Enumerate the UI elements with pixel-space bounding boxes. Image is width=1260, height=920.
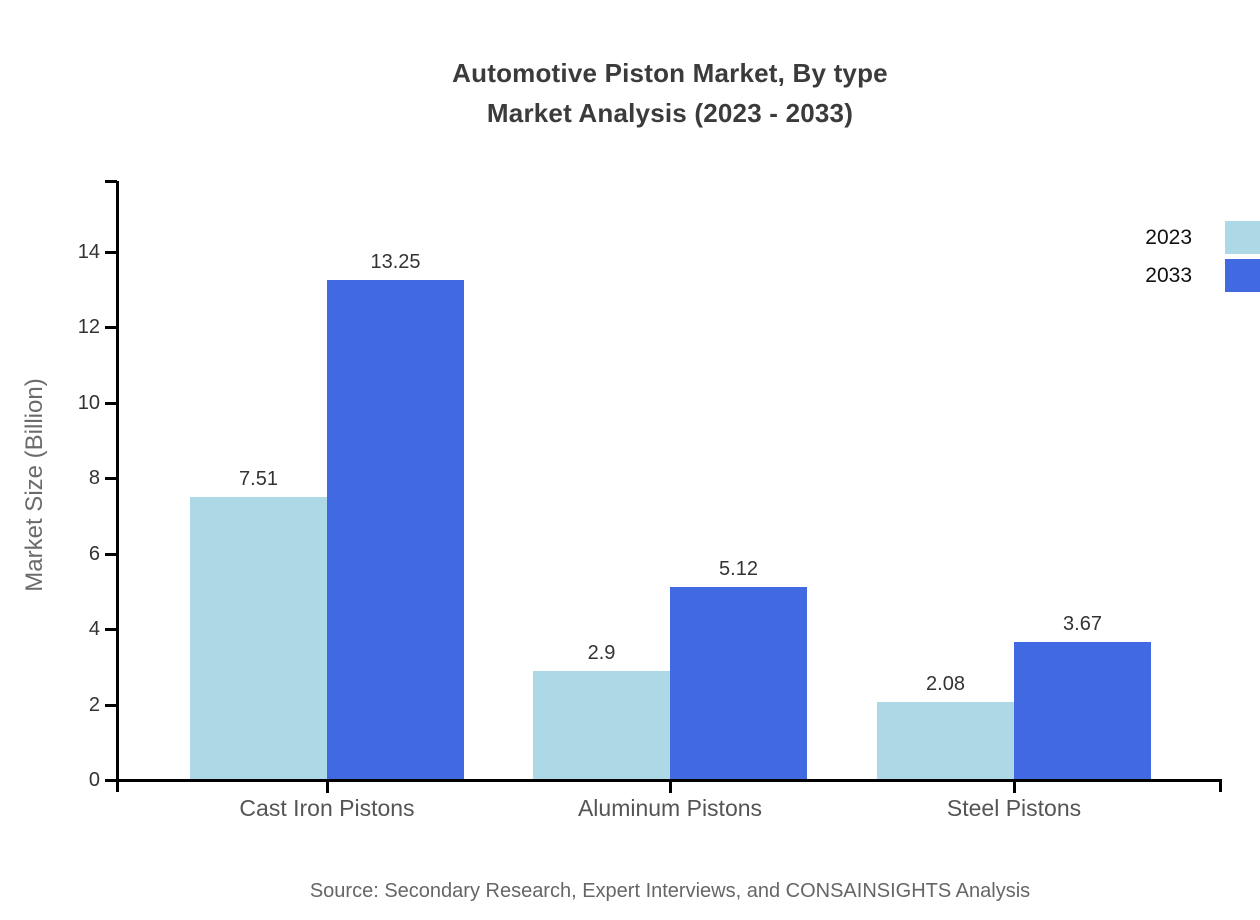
bar-value-label: 5.12 <box>719 557 758 580</box>
chart-title-line2: Market Analysis (2023 - 2033) <box>486 98 854 128</box>
y-tick <box>105 628 117 632</box>
y-tick-label: 0 <box>88 769 100 791</box>
y-axis-end-cap <box>105 180 117 183</box>
y-tick <box>105 779 117 782</box>
y-tick-label: 4 <box>88 618 100 641</box>
category-label: Aluminum Pistons <box>577 795 763 821</box>
y-tick <box>105 251 117 254</box>
y-tick <box>105 326 117 330</box>
x-tick <box>1013 780 1016 793</box>
chart-title-line1: Automotive Piston Market, By type <box>452 58 888 88</box>
y-tick-label: 12 <box>77 316 100 339</box>
category-label: Steel Pistons <box>946 795 1082 821</box>
legend-label-2033: 2033 <box>1145 264 1192 287</box>
bar-value-label: 13.25 <box>370 251 421 274</box>
chart-title: Automotive Piston Market, By type Market… <box>140 53 1200 133</box>
legend-label-2023: 2023 <box>1145 226 1192 249</box>
x-tick <box>326 780 329 793</box>
bar-value-label: 2.08 <box>926 672 965 695</box>
y-tick-label: 8 <box>88 467 100 490</box>
y-tick-label: 2 <box>88 693 100 716</box>
bar-2033-cast-iron-pistons <box>327 280 464 780</box>
x-tick <box>669 780 672 793</box>
y-axis-line <box>116 181 119 792</box>
category-label: Cast Iron Pistons <box>239 795 415 821</box>
bar-2023-cast-iron-pistons <box>190 496 327 780</box>
x-axis-end-cap <box>1219 779 1222 792</box>
y-tick-label: 14 <box>77 241 100 263</box>
y-tick <box>105 703 117 707</box>
bar-value-label: 7.51 <box>239 467 278 490</box>
legend-swatch-2033 <box>1225 259 1260 292</box>
bar-2033-aluminum-pistons <box>670 586 807 780</box>
bar-2023-aluminum-pistons <box>533 670 670 780</box>
source-text: Source: Secondary Research, Expert Inter… <box>309 880 1031 902</box>
bar-2033-steel-pistons <box>1014 641 1151 780</box>
y-tick <box>105 552 117 556</box>
bar-value-label: 3.67 <box>1063 612 1102 635</box>
y-tick <box>105 401 117 405</box>
bar-2023-steel-pistons <box>877 701 1014 780</box>
bar-value-label: 2.9 <box>587 641 616 664</box>
y-tick-label: 6 <box>88 542 100 565</box>
y-tick <box>105 477 117 481</box>
y-tick-label: 10 <box>77 391 100 414</box>
legend-swatch-2023 <box>1225 221 1260 254</box>
